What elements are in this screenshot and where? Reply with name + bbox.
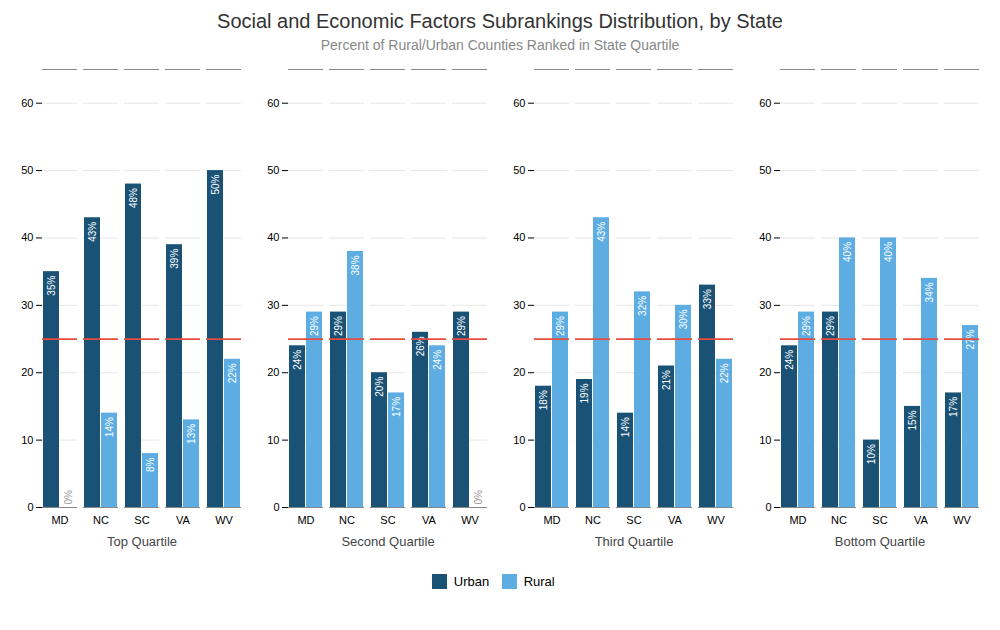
svg-text:60: 60	[267, 97, 279, 109]
svg-text:40: 40	[513, 231, 525, 243]
svg-text:VA: VA	[422, 514, 437, 526]
svg-text:17%: 17%	[948, 397, 959, 417]
svg-text:14%: 14%	[620, 417, 631, 437]
svg-text:29%: 29%	[333, 316, 344, 336]
svg-text:32%: 32%	[637, 296, 648, 316]
svg-text:SC: SC	[134, 514, 149, 526]
svg-text:14%: 14%	[104, 417, 115, 437]
svg-text:15%: 15%	[907, 410, 918, 430]
svg-text:NC: NC	[585, 514, 601, 526]
svg-text:30: 30	[21, 299, 33, 311]
svg-text:0: 0	[273, 501, 279, 513]
svg-text:60: 60	[759, 97, 771, 109]
svg-text:WV: WV	[953, 514, 971, 526]
svg-text:13%: 13%	[186, 424, 197, 444]
svg-text:10: 10	[21, 434, 33, 446]
svg-text:22%: 22%	[719, 363, 730, 383]
svg-text:WV: WV	[461, 514, 479, 526]
svg-text:VA: VA	[176, 514, 191, 526]
svg-text:20: 20	[759, 366, 771, 378]
svg-text:20: 20	[267, 366, 279, 378]
svg-text:SC: SC	[872, 514, 887, 526]
svg-text:Third Quartile: Third Quartile	[595, 534, 674, 549]
svg-text:29%: 29%	[555, 316, 566, 336]
svg-text:MD: MD	[789, 514, 806, 526]
svg-text:21%: 21%	[661, 370, 672, 390]
svg-text:48%: 48%	[128, 188, 139, 208]
svg-text:60: 60	[513, 97, 525, 109]
svg-text:10: 10	[267, 434, 279, 446]
svg-text:30%: 30%	[678, 309, 689, 329]
svg-text:33%: 33%	[702, 289, 713, 309]
svg-text:MD: MD	[543, 514, 560, 526]
svg-text:10: 10	[759, 434, 771, 446]
svg-text:Second Quartile: Second Quartile	[341, 534, 434, 549]
svg-text:29%: 29%	[825, 316, 836, 336]
svg-text:24%: 24%	[432, 350, 443, 370]
svg-text:26%: 26%	[414, 336, 426, 357]
html-text:Urban: Urban	[453, 574, 490, 589]
svg-text:Top Quartile: Top Quartile	[107, 534, 177, 549]
svg-text:30: 30	[513, 299, 525, 311]
svg-text:8%: 8%	[145, 457, 156, 472]
svg-text:35%: 35%	[46, 276, 57, 296]
svg-text:39%: 39%	[169, 249, 180, 269]
svg-text:10%: 10%	[866, 444, 877, 464]
svg-text:29%: 29%	[309, 316, 320, 336]
svg-text:50: 50	[21, 164, 33, 176]
svg-text:34%: 34%	[924, 282, 935, 302]
svg-text:29%: 29%	[801, 316, 812, 336]
svg-text:20: 20	[513, 366, 525, 378]
svg-text:VA: VA	[914, 514, 929, 526]
svg-text:NC: NC	[831, 514, 847, 526]
svg-text:50: 50	[759, 164, 771, 176]
svg-text:19%: 19%	[579, 383, 590, 403]
svg-text:VA: VA	[668, 514, 683, 526]
svg-text:SC: SC	[380, 514, 395, 526]
svg-text:0%: 0%	[63, 490, 74, 505]
svg-text:38%: 38%	[350, 255, 361, 275]
svg-text:22%: 22%	[227, 363, 238, 383]
svg-text:0%: 0%	[473, 490, 484, 505]
svg-text:10: 10	[513, 434, 525, 446]
svg-text:20%: 20%	[374, 377, 385, 397]
svg-text:30: 30	[759, 299, 771, 311]
svg-text:27%: 27%	[964, 329, 976, 350]
html-text:Social and Economic Factors Su: Social and Economic Factors Subrankings …	[217, 10, 783, 32]
svg-text:50%: 50%	[210, 174, 221, 194]
svg-text:0: 0	[519, 501, 525, 513]
svg-text:29%: 29%	[456, 316, 467, 336]
svg-text:30: 30	[267, 299, 279, 311]
svg-text:40%: 40%	[842, 242, 853, 262]
svg-text:Bottom Quartile: Bottom Quartile	[835, 534, 925, 549]
svg-text:40: 40	[21, 231, 33, 243]
svg-text:18%: 18%	[538, 390, 549, 410]
svg-text:43%: 43%	[596, 222, 607, 242]
svg-text:60: 60	[21, 97, 33, 109]
svg-text:20: 20	[21, 366, 33, 378]
svg-text:40: 40	[759, 231, 771, 243]
svg-text:43%: 43%	[87, 222, 98, 242]
svg-text:0: 0	[27, 501, 33, 513]
svg-text:50: 50	[513, 164, 525, 176]
svg-text:17%: 17%	[391, 397, 402, 417]
svg-text:NC: NC	[93, 514, 109, 526]
svg-text:WV: WV	[215, 514, 233, 526]
svg-text:NC: NC	[339, 514, 355, 526]
html-text:Rural: Rural	[523, 574, 555, 589]
svg-text:MD: MD	[297, 514, 314, 526]
svg-text:MD: MD	[51, 514, 68, 526]
svg-text:WV: WV	[707, 514, 725, 526]
svg-text:40: 40	[267, 231, 279, 243]
svg-text:50: 50	[267, 164, 279, 176]
svg-text:SC: SC	[626, 514, 641, 526]
html-text:Percent of Rural/Urban Countie: Percent of Rural/Urban Counties Ranked i…	[320, 37, 680, 53]
svg-text:24%: 24%	[292, 350, 303, 370]
svg-text:40%: 40%	[883, 242, 894, 262]
svg-text:24%: 24%	[784, 350, 795, 370]
svg-text:0: 0	[765, 501, 771, 513]
